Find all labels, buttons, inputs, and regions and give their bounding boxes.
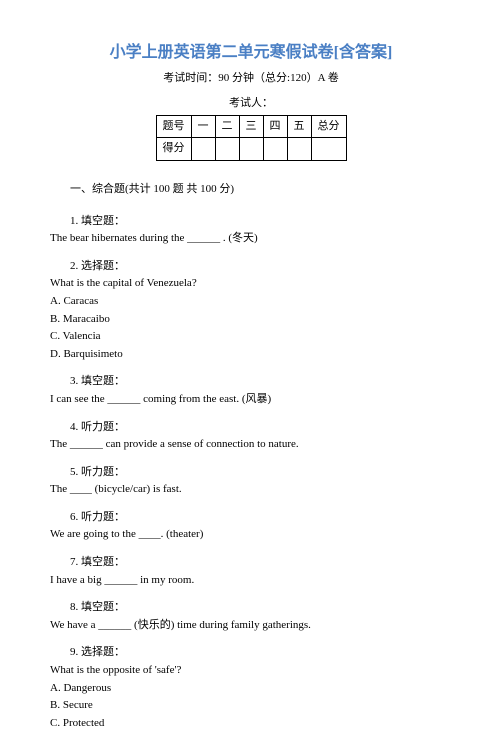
table-cell: 三: [239, 115, 263, 138]
question-option: D. Barquisimeto: [50, 346, 452, 364]
question-text: What is the capital of Venezuela?: [50, 275, 452, 293]
question-number: 7. 填空题：: [50, 554, 452, 572]
question: 9. 选择题：What is the opposite of 'safe'?A.…: [50, 644, 452, 732]
table-row: 题号 一 二 三 四 五 总分: [156, 115, 346, 138]
table-cell: [311, 138, 346, 161]
table-cell: [191, 138, 215, 161]
table-cell: 二: [215, 115, 239, 138]
question-option: A. Dangerous: [50, 680, 452, 698]
title-text: 小学上册英语第二单元寒假试卷[含答案]: [110, 44, 393, 61]
question: 1. 填空题：The bear hibernates during the __…: [50, 213, 452, 248]
question-number: 8. 填空题：: [50, 599, 452, 617]
question-number: 1. 填空题：: [50, 213, 452, 231]
table-cell: 一: [191, 115, 215, 138]
table-cell: [287, 138, 311, 161]
question-text: The ______ can provide a sense of connec…: [50, 436, 452, 454]
table-cell: [239, 138, 263, 161]
table-row: 得分: [156, 138, 346, 161]
question-number: 5. 听力题：: [50, 464, 452, 482]
question-option: B. Maracaibo: [50, 311, 452, 329]
page-title: 小学上册英语第二单元寒假试卷[含答案]: [50, 40, 452, 66]
table-cell: 题号: [156, 115, 191, 138]
question-number: 6. 听力题：: [50, 509, 452, 527]
question-option: C. Valencia: [50, 328, 452, 346]
question-number: 4. 听力题：: [50, 419, 452, 437]
question-number: 9. 选择题：: [50, 644, 452, 662]
subtitle: 考试时间：90 分钟（总分:120）A 卷: [50, 70, 452, 88]
question: 4. 听力题：The ______ can provide a sense of…: [50, 419, 452, 454]
table-cell: [215, 138, 239, 161]
question-option: C. Protected: [50, 715, 452, 732]
question: 5. 听力题：The ____ (bicycle/car) is fast.: [50, 464, 452, 499]
question-option: B. Secure: [50, 697, 452, 715]
table-cell: [263, 138, 287, 161]
table-cell: 五: [287, 115, 311, 138]
question-text: The ____ (bicycle/car) is fast.: [50, 481, 452, 499]
table-cell: 总分: [311, 115, 346, 138]
question: 3. 填空题：I can see the ______ coming from …: [50, 373, 452, 408]
table-cell: 得分: [156, 138, 191, 161]
question-text: I can see the ______ coming from the eas…: [50, 391, 452, 409]
question-text: What is the opposite of 'safe'?: [50, 662, 452, 680]
score-table: 题号 一 二 三 四 五 总分 得分: [156, 115, 347, 161]
question-option: A. Caracas: [50, 293, 452, 311]
table-cell: 四: [263, 115, 287, 138]
section-header: 一、综合题(共计 100 题 共 100 分): [50, 181, 452, 199]
question: 6. 听力题：We are going to the ____. (theate…: [50, 509, 452, 544]
question-text: I have a big ______ in my room.: [50, 572, 452, 590]
question-number: 2. 选择题：: [50, 258, 452, 276]
question-text: We have a ______ (快乐的) time during famil…: [50, 617, 452, 635]
question: 2. 选择题：What is the capital of Venezuela?…: [50, 258, 452, 364]
question-number: 3. 填空题：: [50, 373, 452, 391]
question-text: We are going to the ____. (theater): [50, 526, 452, 544]
question: 8. 填空题：We have a ______ (快乐的) time durin…: [50, 599, 452, 634]
question: 7. 填空题：I have a big ______ in my room.: [50, 554, 452, 589]
examiner-label: 考试人：: [50, 95, 452, 113]
question-text: The bear hibernates during the ______ . …: [50, 230, 452, 248]
